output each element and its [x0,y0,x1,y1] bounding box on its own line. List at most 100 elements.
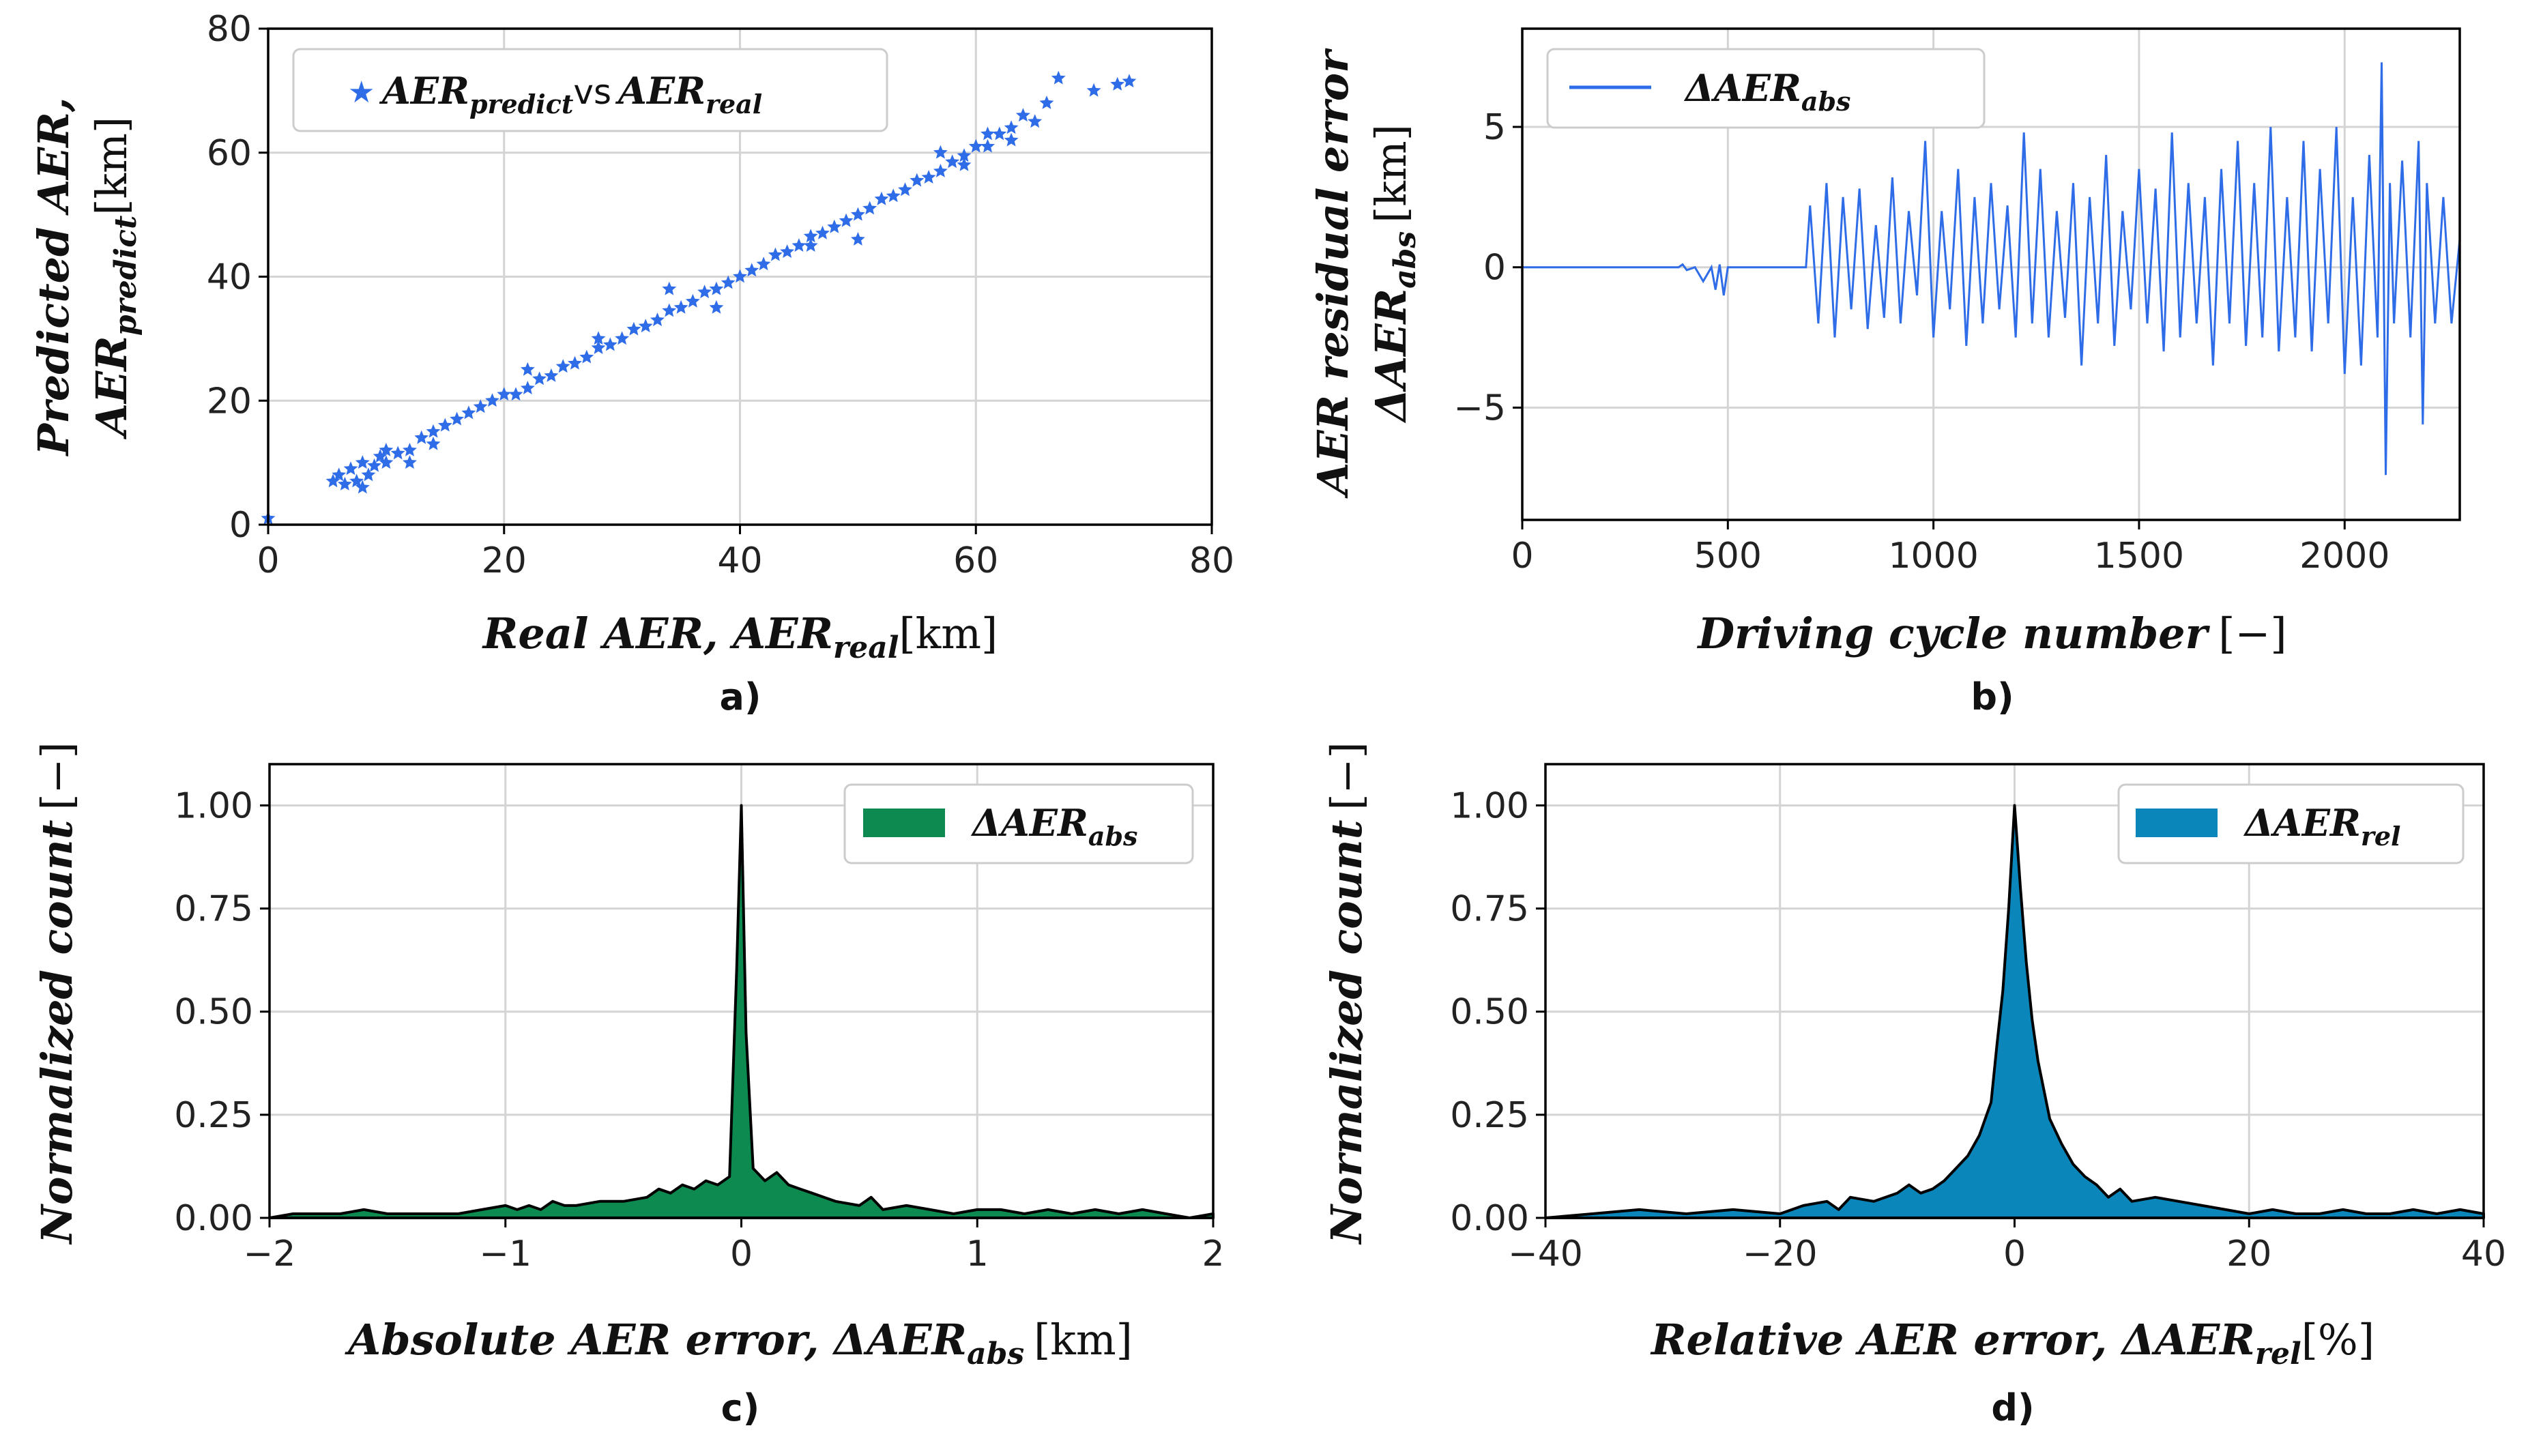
scatter-point [461,405,476,420]
scatter-point [650,312,665,326]
scatter-point [626,321,641,336]
residual-series-line [1522,62,2461,476]
scatter-point [791,238,807,252]
scatter-point [1110,76,1125,91]
scatter-point [886,188,901,203]
x-tick-label: 60 [953,540,998,581]
scatter-point [933,164,948,177]
scatter-point [568,355,582,370]
panel-d-area [1544,804,2485,1219]
scatter-point [1086,83,1101,97]
legend-c-main: ΔAER [970,801,1088,845]
scatter-point [437,418,452,432]
scatter-point [497,387,512,401]
legend-c-sub: abs [1088,821,1138,851]
panel-b-ylabel-sub: abs [1388,231,1423,289]
y-tick-label: −5 [1453,388,1506,428]
x-tick-label: 0 [257,540,279,581]
legend-box [2117,783,2465,864]
scatter-point [373,449,388,463]
legend-text-c: ΔAERabs [970,801,1137,851]
panel-c-ylabel-unit: [−] [32,742,82,810]
panel-a-xlabel-main: Real AER, AER [482,609,833,658]
scatter-point [332,467,347,482]
scatter-point [992,126,1007,141]
scatter-point [862,201,877,215]
scatter-point [945,154,960,169]
panel-d-ylabel-unit: [−] [1322,742,1371,810]
scatter-point [744,263,759,277]
panel-b-ylabel-unit: [km] [1366,124,1416,223]
scatter-point [839,213,854,227]
panel-d-ylabel-main: Normalized count [1322,819,1371,1244]
scatter-point [697,285,712,299]
panel-a-markers [261,70,1137,525]
y-tick-label: 20 [207,381,252,422]
panel-d-ticks: −40 −20 0 20 40 0.00 0.25 0.50 0.75 1.00 [1450,785,2506,1275]
scatter-point [756,257,771,271]
scatter-point [450,411,465,426]
x-tick-label: 2000 [2299,536,2389,577]
panel-c-label: c) [721,1386,760,1429]
scatter-point [485,393,499,407]
y-tick-label: 0.25 [174,1095,253,1136]
scatter-point [532,371,547,385]
panel-c-ylabel: Normalized count [−] [32,742,82,1244]
legend-box [843,783,1194,864]
scatter-point [1004,120,1019,134]
scatter-point [780,244,795,258]
scatter-point [403,443,417,456]
scatter-point [957,148,972,162]
scatter-point [733,269,747,283]
scatter-point [803,229,818,243]
panel-c-histogram: −2 −1 0 1 20.000.250.500.751.00 ΔAERabs Abso… [32,742,1225,1429]
panel-d-ylabel: Normalized count [−] [1322,742,1371,1244]
panel-d-histogram: −40 −20 0 20 400.000.250.500.751.00 ΔAERrel … [1322,742,2506,1429]
panel-a-legend: ★ AERpredictvs AERreal [292,48,888,132]
scatter-point [850,207,865,221]
panel-b-ticks: 0 500 1000 1500 2000 −5 0 5 [1453,107,2389,577]
scatter-point [874,191,889,205]
legend-text-d: ΔAERrel [2243,801,2400,851]
scatter-point [721,275,736,289]
x-tick-label: −20 [1743,1234,1818,1275]
scatter-point [414,430,429,444]
x-tick-label: 40 [717,540,762,581]
scatter-point [591,331,606,345]
legend-b-main: ΔAER [1683,66,1801,110]
scatter-point [343,461,358,476]
panel-a-xlabel-unit: [km] [899,609,998,658]
panel-d-legend: ΔAERrel [2117,783,2465,864]
x-tick-label: −40 [1508,1234,1583,1275]
scatter-point [403,455,417,469]
y-tick-label: 0.75 [174,889,253,930]
legend-text-a: AERpredictvs AERreal [379,69,762,119]
scatter-point [815,225,830,239]
scatter-point [768,247,783,261]
y-tick-label: 0.50 [174,992,253,1033]
panel-c-xlabel: Absolute AER error, ΔAERabs [km] [345,1315,1133,1371]
panel-a-ticks: 0 20 40 60 80 0 20 40 60 80 [207,9,1234,581]
y-tick-label: 1.00 [1450,785,1529,826]
scatter-point [980,139,995,153]
y-tick-label: 5 [1483,107,1506,148]
panel-a-ylabel-main: AER [87,336,136,439]
scatter-point [968,139,983,153]
panel-b-ylabel-line2: ΔAERabs [km] [1366,124,1423,424]
scatter-point [355,455,370,469]
legend-a-main1: AER [379,69,469,113]
panel-c-xlabel-main: Absolute AER error, ΔAER [345,1315,967,1365]
scatter-point [325,474,340,488]
panel-d-xlabel-main: Relative AER error, ΔAER [1650,1315,2255,1365]
panel-b-xlabel-unit: [−] [2218,609,2286,658]
y-tick-label: 0.25 [1450,1095,1529,1136]
scatter-point [898,182,912,196]
x-tick-label: 2 [1202,1234,1224,1275]
scatter-point [709,281,724,295]
legend-box [292,48,888,132]
histogram-area [1544,804,2485,1219]
panel-a-xlabel: Real AER, AERreal[km] [482,609,998,665]
scatter-point [850,232,865,246]
